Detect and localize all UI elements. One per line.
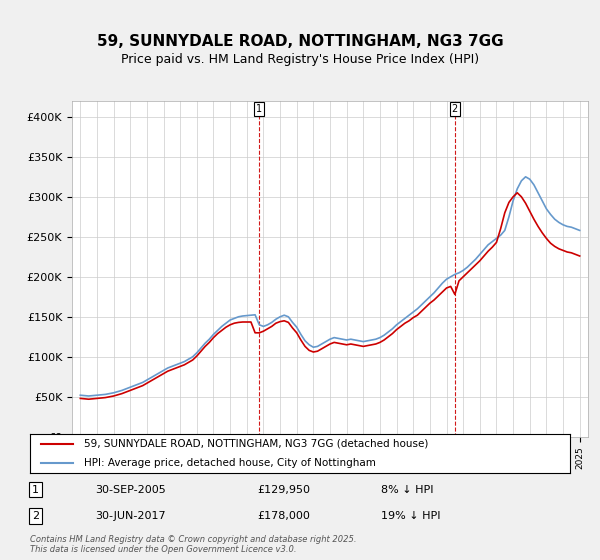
Text: 59, SUNNYDALE ROAD, NOTTINGHAM, NG3 7GG (detached house): 59, SUNNYDALE ROAD, NOTTINGHAM, NG3 7GG … xyxy=(84,439,428,449)
Text: HPI: Average price, detached house, City of Nottingham: HPI: Average price, detached house, City… xyxy=(84,459,376,468)
Text: £178,000: £178,000 xyxy=(257,511,310,521)
Text: 2: 2 xyxy=(32,511,39,521)
Text: Contains HM Land Registry data © Crown copyright and database right 2025.
This d: Contains HM Land Registry data © Crown c… xyxy=(30,535,356,554)
Text: 59, SUNNYDALE ROAD, NOTTINGHAM, NG3 7GG: 59, SUNNYDALE ROAD, NOTTINGHAM, NG3 7GG xyxy=(97,34,503,49)
Text: 2: 2 xyxy=(452,104,458,114)
Text: 1: 1 xyxy=(256,104,262,114)
Text: 30-SEP-2005: 30-SEP-2005 xyxy=(95,484,166,494)
Text: Price paid vs. HM Land Registry's House Price Index (HPI): Price paid vs. HM Land Registry's House … xyxy=(121,53,479,66)
Text: 1: 1 xyxy=(32,484,39,494)
Text: £129,950: £129,950 xyxy=(257,484,310,494)
Text: 19% ↓ HPI: 19% ↓ HPI xyxy=(381,511,440,521)
Text: 8% ↓ HPI: 8% ↓ HPI xyxy=(381,484,433,494)
Text: 30-JUN-2017: 30-JUN-2017 xyxy=(95,511,166,521)
